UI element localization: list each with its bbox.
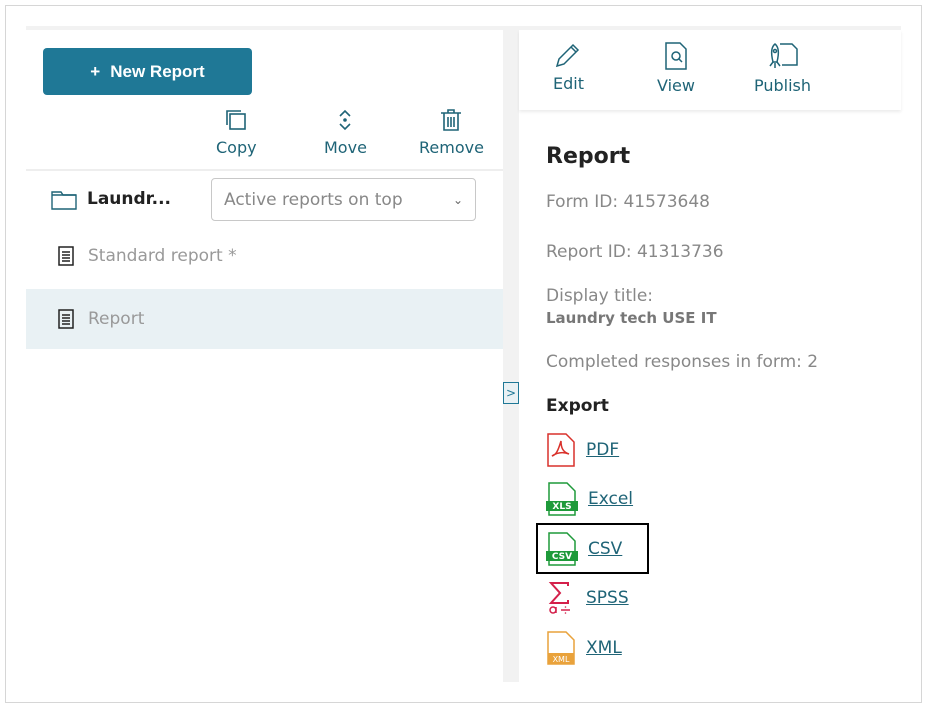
report-icon — [58, 309, 74, 329]
xml-icon: XML — [547, 631, 575, 665]
publish-button[interactable]: Publish — [754, 42, 811, 95]
form-id: Form ID: 41573648 — [546, 192, 710, 212]
copy-label: Copy — [216, 138, 257, 157]
export-spss[interactable]: SPSS — [546, 581, 629, 615]
xml-link[interactable]: XML — [586, 638, 622, 658]
export-xml[interactable]: XML XML — [546, 631, 622, 665]
move-button[interactable]: Move — [324, 108, 367, 157]
spss-icon — [548, 582, 570, 614]
pdf-link[interactable]: PDF — [586, 440, 620, 460]
reports-panel: + New Report Copy Move Remove Laundr... A… — [26, 30, 503, 682]
csv-icon: CSV — [546, 532, 578, 566]
view-button[interactable]: View — [657, 42, 695, 95]
new-report-button[interactable]: + New Report — [43, 48, 252, 95]
export-excel[interactable]: XLS Excel — [546, 482, 633, 516]
spss-link[interactable]: SPSS — [586, 588, 629, 608]
sort-value: Active reports on top — [224, 189, 403, 210]
svg-text:XLS: XLS — [552, 502, 571, 512]
report-item-report[interactable]: Report — [26, 289, 503, 349]
folder-item[interactable]: Laundr... — [51, 188, 171, 210]
view-document-icon — [665, 42, 687, 70]
report-label: Standard report * — [88, 246, 237, 266]
export-pdf[interactable]: PDF — [546, 433, 619, 467]
trash-icon — [441, 109, 462, 131]
rocket-document-icon — [768, 43, 798, 68]
report-item-standard[interactable]: Standard report * — [26, 226, 503, 286]
folder-name: Laundr... — [87, 189, 172, 209]
report-label: Report — [88, 309, 145, 329]
xls-icon: XLS — [546, 482, 578, 516]
view-label: View — [657, 76, 695, 95]
svg-text:CSV: CSV — [552, 552, 572, 562]
edit-label: Edit — [553, 74, 584, 93]
export-heading: Export — [546, 396, 609, 416]
display-title-value: Laundry tech USE IT — [546, 309, 717, 327]
completed-responses: Completed responses in form: 2 — [546, 352, 819, 372]
export-csv[interactable]: CSV CSV — [546, 532, 622, 566]
display-title-label: Display title: — [546, 286, 654, 306]
report-id: Report ID: 41313736 — [546, 242, 724, 262]
edit-button[interactable]: Edit — [553, 42, 584, 93]
move-icon — [339, 109, 352, 131]
pencil-icon — [556, 43, 580, 68]
divider — [26, 169, 503, 171]
sort-select[interactable]: Active reports on top ⌄ — [211, 178, 476, 221]
report-details-panel: Edit View Publish Report Form ID: 415736… — [519, 30, 901, 682]
remove-button[interactable]: Remove — [419, 108, 484, 157]
new-report-label: New Report — [110, 61, 205, 81]
report-toolbar: Edit View Publish — [519, 30, 901, 110]
move-label: Move — [324, 138, 367, 157]
plus-icon: + — [90, 61, 101, 81]
csv-highlight-box — [536, 523, 649, 574]
folder-icon — [51, 191, 77, 210]
excel-link[interactable]: Excel — [588, 489, 634, 509]
pdf-icon — [547, 433, 575, 467]
chevron-right-icon: > — [505, 386, 517, 400]
copy-icon — [226, 110, 247, 130]
publish-label: Publish — [754, 76, 812, 95]
panel-toggle-button[interactable]: > — [503, 382, 519, 404]
copy-button[interactable]: Copy — [216, 108, 257, 157]
report-title: Report — [546, 144, 631, 169]
csv-link[interactable]: CSV — [588, 539, 623, 559]
remove-label: Remove — [419, 138, 484, 157]
chevron-down-icon: ⌄ — [452, 192, 463, 207]
report-icon — [58, 246, 74, 266]
svg-text:XML: XML — [553, 655, 570, 664]
